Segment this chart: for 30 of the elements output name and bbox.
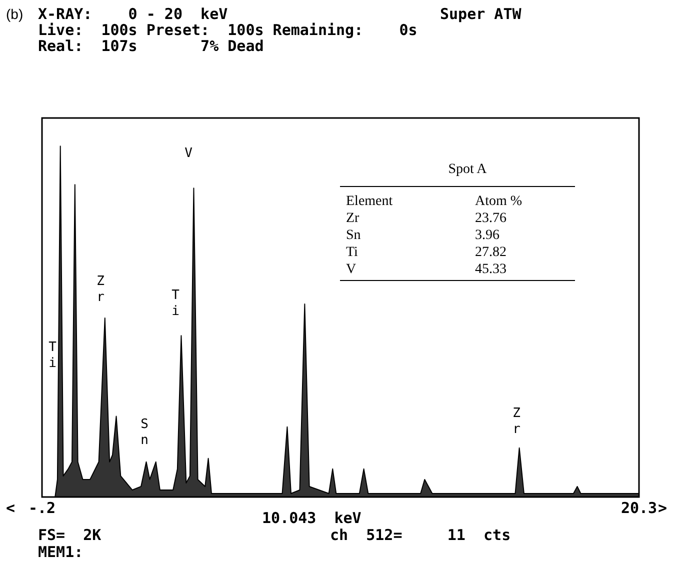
- annotation: V: [345, 261, 358, 278]
- annotation: Spot A: [447, 162, 488, 178]
- text: ch 512= 11 cts: [330, 526, 511, 544]
- text: <: [6, 499, 16, 517]
- annotation: Atom %: [474, 193, 524, 210]
- text: FS= 2K: [38, 526, 102, 544]
- text: >: [658, 499, 668, 517]
- annotation: 27.82: [474, 244, 508, 261]
- x-tick-label: -.2: [28, 498, 56, 517]
- annotation: Ti: [48, 340, 57, 372]
- text: Super ATW: [440, 5, 522, 23]
- text: MEM1:: [38, 543, 84, 561]
- annotation: Zr: [512, 406, 521, 438]
- chart-title: (b): [6, 6, 24, 22]
- annotation: Zr: [345, 210, 360, 227]
- text: Real: 107s 7% Dead: [38, 37, 264, 55]
- annotation: Zr: [96, 274, 105, 306]
- x-tick-label: 20.3: [620, 498, 658, 517]
- annotation: Element: [345, 193, 394, 210]
- annotation: 3.96: [474, 227, 500, 244]
- annotation: Sn: [140, 417, 149, 449]
- annotation: Sn: [345, 227, 362, 244]
- annotation: Ti: [345, 244, 359, 261]
- text: 10.043 keV: [262, 509, 362, 527]
- annotation: 45.33: [474, 261, 508, 278]
- text: X-RAY: 0 - 20 keV: [38, 5, 228, 23]
- annotation: 23.76: [474, 210, 508, 227]
- annotation: Ti: [171, 288, 180, 320]
- text: Live: 100s Preset: 100s Remaining: 0s: [38, 21, 418, 39]
- annotation: V: [184, 146, 193, 162]
